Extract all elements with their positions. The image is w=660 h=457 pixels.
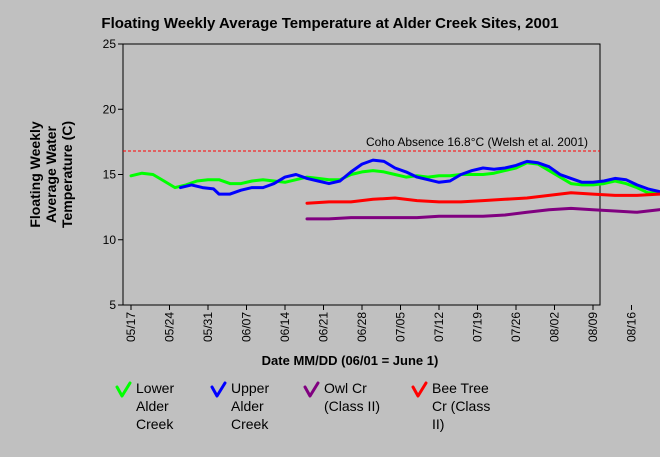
x-tick-label: 07/26 xyxy=(509,312,523,342)
legend-swatch xyxy=(411,381,428,398)
legend-label: (Class II) xyxy=(324,398,380,414)
legend-swatch xyxy=(115,381,132,398)
coho-absence-label: Coho Absence 16.8°C (Welsh et al. 2001) xyxy=(366,135,588,149)
legend-label: Cr (Class xyxy=(432,398,490,414)
x-tick-label: 06/21 xyxy=(317,312,331,342)
legend-label: Alder xyxy=(136,398,169,414)
legend-label: Alder xyxy=(231,398,264,414)
y-tick-label: 15 xyxy=(103,168,117,182)
plot-area xyxy=(122,43,601,306)
y-axis: 5 10 15 20 25 xyxy=(103,37,123,312)
series-lines xyxy=(129,158,660,221)
legend-label: Lower xyxy=(136,380,174,396)
legend-label: Creek xyxy=(136,416,174,432)
legend-item: Lower Alder Creek xyxy=(115,380,174,432)
x-tick-label: 05/31 xyxy=(201,312,215,342)
x-tick-label: 06/07 xyxy=(240,312,254,342)
legend-label: II) xyxy=(432,416,444,432)
y-tick-label: 10 xyxy=(103,233,117,247)
y-tick-label: 20 xyxy=(103,102,117,116)
x-tick-label: 08/09 xyxy=(586,312,600,342)
legend-item: Bee Tree Cr (Class II) xyxy=(411,380,490,432)
series-line-owl-cr-class-ii xyxy=(305,206,660,221)
legend-label: Creek xyxy=(231,416,269,432)
y-tick-label: 25 xyxy=(103,37,117,51)
y-axis-label-line: Temperature (C) xyxy=(59,121,75,228)
x-axis-label: Date MM/DD (06/01 = June 1) xyxy=(262,353,439,368)
x-tick-label: 05/17 xyxy=(124,312,138,342)
x-tick-label: 06/28 xyxy=(355,312,369,342)
x-tick-label: 06/14 xyxy=(278,312,292,342)
legend-label: Owl Cr xyxy=(324,380,367,396)
y-axis-label: Floating Weekly Average Water Temperature … xyxy=(27,121,75,228)
legend: Lower Alder Creek Upper Alder Creek Owl Cr (Cla… xyxy=(115,380,490,432)
x-tick-label: 08/16 xyxy=(625,312,639,342)
legend-item: Owl Cr (Class II) xyxy=(303,380,380,414)
y-axis-label-line: Average Water xyxy=(43,125,59,223)
legend-swatch xyxy=(303,381,320,398)
x-tick-label: 07/19 xyxy=(471,312,485,342)
legend-label: Upper xyxy=(231,380,269,396)
series-line-upper-alder-creek xyxy=(179,158,660,196)
x-tick-label: 05/24 xyxy=(163,312,177,342)
y-axis-label-line: Floating Weekly xyxy=(27,121,43,228)
series-line-bee-tree-cr-class-ii xyxy=(305,191,660,205)
x-tick-label: 07/05 xyxy=(394,312,408,342)
legend-swatch xyxy=(210,381,227,398)
x-tick-label: 08/02 xyxy=(548,312,562,342)
y-tick-label: 5 xyxy=(109,298,116,312)
series-line-lower-alder-creek xyxy=(129,161,660,195)
x-tick-label: 07/12 xyxy=(432,312,446,342)
legend-item: Upper Alder Creek xyxy=(210,380,269,432)
x-axis: 05/17 05/24 05/31 06/07 06/14 06/21 06/28 07/05… xyxy=(124,305,639,342)
chart-title: Floating Weekly Average Temperature at A… xyxy=(101,15,558,32)
legend-label: Bee Tree xyxy=(432,380,489,396)
